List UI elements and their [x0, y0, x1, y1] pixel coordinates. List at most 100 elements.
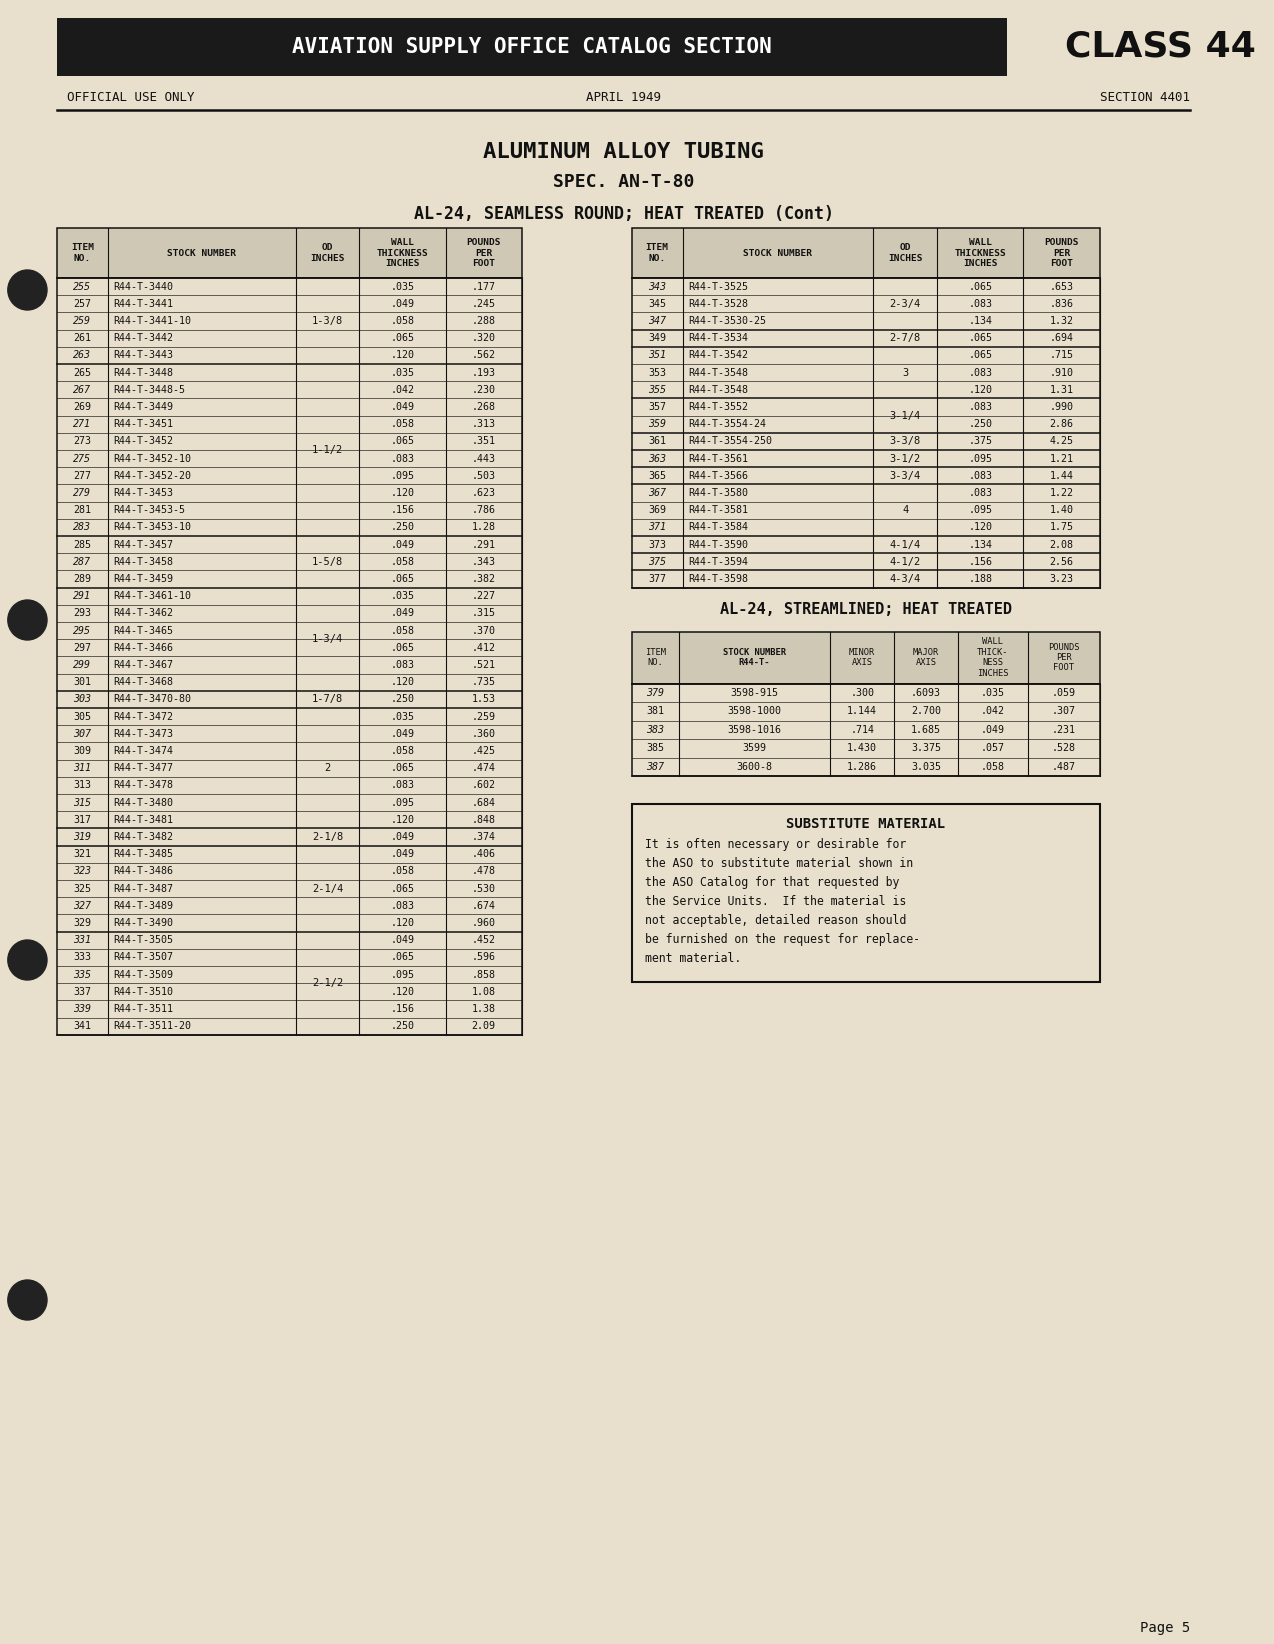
Bar — [632, 740, 1099, 758]
Text: .035: .035 — [390, 368, 414, 378]
Text: .313: .313 — [471, 419, 496, 429]
Text: R44-T-3594: R44-T-3594 — [688, 557, 748, 567]
Text: not acceptable, detailed reason should: not acceptable, detailed reason should — [646, 914, 907, 927]
Text: 257: 257 — [74, 299, 92, 309]
Text: R44-T-3458: R44-T-3458 — [113, 557, 173, 567]
Text: .065: .065 — [390, 334, 414, 344]
Text: R44-T-3590: R44-T-3590 — [688, 539, 748, 549]
Bar — [57, 329, 522, 347]
Text: .049: .049 — [390, 608, 414, 618]
Bar — [57, 674, 522, 690]
Bar — [57, 296, 522, 312]
Text: 359: 359 — [648, 419, 666, 429]
Text: R44-T-3453: R44-T-3453 — [113, 488, 173, 498]
Bar — [57, 552, 522, 570]
Text: 271: 271 — [74, 419, 92, 429]
Text: the ASO Catalog for that requested by: the ASO Catalog for that requested by — [646, 876, 899, 889]
Text: SPEC. AN-T-80: SPEC. AN-T-80 — [553, 173, 694, 191]
Text: .596: .596 — [471, 952, 496, 962]
Bar — [632, 278, 1099, 296]
Text: 3.375: 3.375 — [911, 743, 941, 753]
Bar — [632, 296, 1099, 312]
Text: 297: 297 — [74, 643, 92, 653]
Bar — [57, 18, 1006, 76]
Text: .714: .714 — [850, 725, 874, 735]
Text: 1.53: 1.53 — [471, 694, 496, 704]
Text: 1-1/2: 1-1/2 — [312, 446, 343, 455]
Bar — [632, 485, 1099, 501]
Text: .035: .035 — [981, 687, 1005, 697]
Bar — [632, 467, 1099, 485]
Text: 343: 343 — [648, 281, 666, 291]
Text: .134: .134 — [968, 316, 992, 326]
Text: 1.31: 1.31 — [1050, 385, 1074, 395]
Text: OD
INCHES: OD INCHES — [311, 243, 345, 263]
Bar — [632, 363, 1099, 381]
Bar — [57, 229, 522, 278]
Bar — [57, 347, 522, 363]
Text: .351: .351 — [471, 436, 496, 447]
Text: .058: .058 — [981, 761, 1005, 771]
Text: 255: 255 — [74, 281, 92, 291]
Text: 385: 385 — [646, 743, 664, 753]
Text: 341: 341 — [74, 1021, 92, 1031]
Text: 383: 383 — [646, 725, 664, 735]
Text: R44-T-3474: R44-T-3474 — [113, 746, 173, 756]
Text: AVIATION SUPPLY OFFICE CATALOG SECTION: AVIATION SUPPLY OFFICE CATALOG SECTION — [292, 38, 772, 58]
Text: .095: .095 — [390, 470, 414, 480]
Text: 3-3/8: 3-3/8 — [889, 436, 921, 447]
Bar — [57, 363, 522, 381]
Text: R44-T-3580: R44-T-3580 — [688, 488, 748, 498]
Text: .065: .065 — [390, 763, 414, 773]
Bar — [57, 778, 522, 794]
Text: .058: .058 — [390, 419, 414, 429]
Text: .065: .065 — [968, 334, 992, 344]
Text: CLASS 44: CLASS 44 — [1065, 30, 1256, 64]
Text: .049: .049 — [390, 403, 414, 413]
Text: .120: .120 — [390, 350, 414, 360]
Text: .083: .083 — [968, 488, 992, 498]
Text: 275: 275 — [74, 454, 92, 464]
Text: .230: .230 — [471, 385, 496, 395]
Bar — [57, 587, 522, 605]
Text: .049: .049 — [390, 832, 414, 842]
Text: 3-1/4: 3-1/4 — [889, 411, 921, 421]
Text: .694: .694 — [1050, 334, 1074, 344]
Text: 295: 295 — [74, 626, 92, 636]
Text: .288: .288 — [471, 316, 496, 326]
Bar — [57, 312, 522, 329]
Text: .049: .049 — [390, 935, 414, 945]
Text: 347: 347 — [648, 316, 666, 326]
Text: POUNDS
PER
FOOT: POUNDS PER FOOT — [466, 238, 501, 268]
Text: R44-T-3489: R44-T-3489 — [113, 901, 173, 911]
Text: R44-T-3552: R44-T-3552 — [688, 403, 748, 413]
Text: 301: 301 — [74, 677, 92, 687]
Bar — [57, 570, 522, 587]
Text: 4.25: 4.25 — [1050, 436, 1074, 447]
Text: R44-T-3457: R44-T-3457 — [113, 539, 173, 549]
Text: R44-T-3465: R44-T-3465 — [113, 626, 173, 636]
Text: 361: 361 — [648, 436, 666, 447]
Text: .268: .268 — [471, 403, 496, 413]
Text: 351: 351 — [648, 350, 666, 360]
Text: .058: .058 — [390, 626, 414, 636]
Text: It is often necessary or desirable for: It is often necessary or desirable for — [646, 837, 907, 850]
Text: .042: .042 — [390, 385, 414, 395]
Text: 265: 265 — [74, 368, 92, 378]
Text: 1.75: 1.75 — [1050, 523, 1074, 533]
Text: .058: .058 — [390, 866, 414, 876]
Text: R44-T-3554-250: R44-T-3554-250 — [688, 436, 772, 447]
Text: R44-T-3466: R44-T-3466 — [113, 643, 173, 653]
Text: 355: 355 — [648, 385, 666, 395]
Text: SECTION 4401: SECTION 4401 — [1099, 92, 1190, 105]
Bar — [57, 398, 522, 416]
Text: 269: 269 — [74, 403, 92, 413]
Circle shape — [8, 940, 47, 980]
Text: .623: .623 — [471, 488, 496, 498]
Bar — [57, 690, 522, 709]
Text: 313: 313 — [74, 781, 92, 791]
Text: 1.685: 1.685 — [911, 725, 941, 735]
Text: .231: .231 — [1052, 725, 1077, 735]
Text: .083: .083 — [968, 403, 992, 413]
Text: 387: 387 — [646, 761, 664, 771]
